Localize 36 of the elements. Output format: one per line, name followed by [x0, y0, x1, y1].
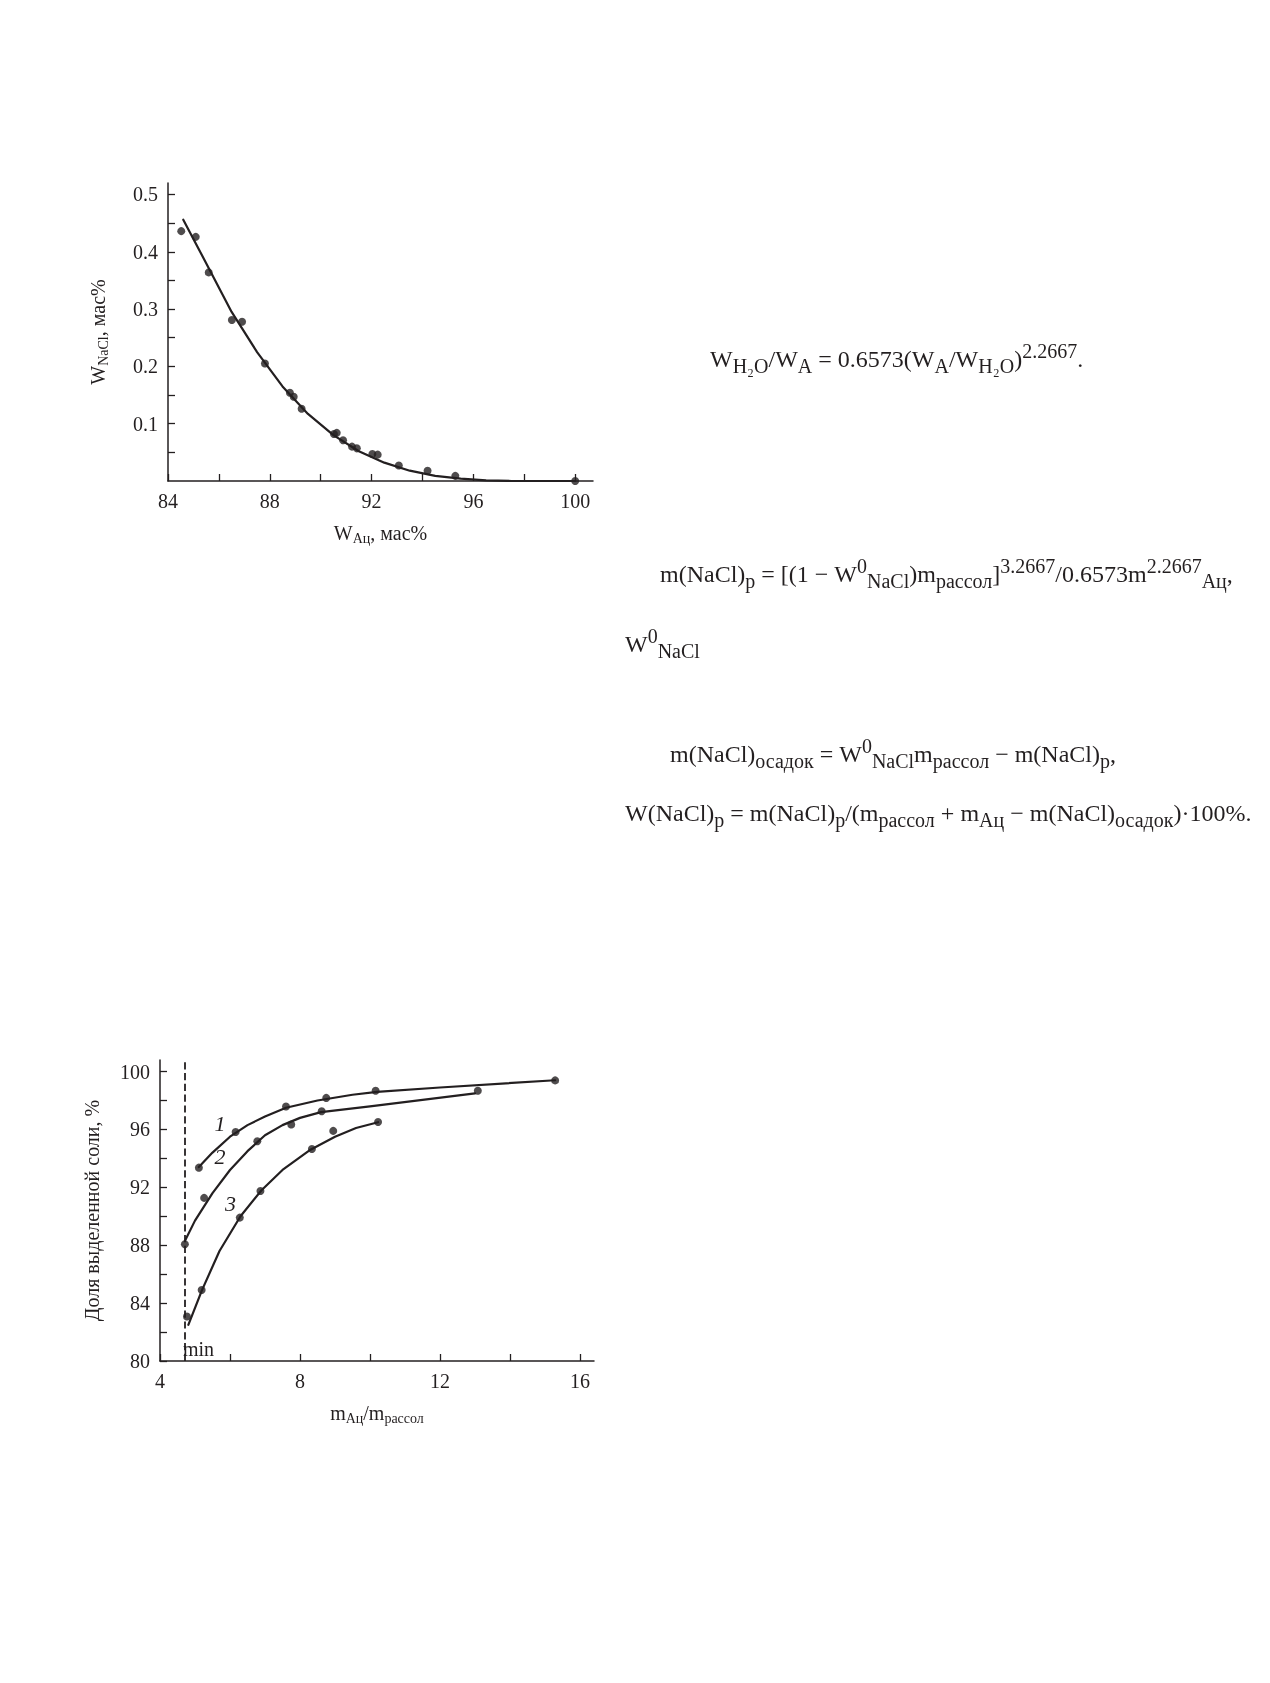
- y-tick-label: 100: [120, 1060, 150, 1083]
- y-tick-label: 84: [130, 1292, 150, 1315]
- y-tick-label: 80: [130, 1350, 150, 1372]
- x-tick-label: 100: [560, 490, 591, 512]
- x-tick-label: 16: [570, 1370, 590, 1392]
- y-tick-label: 0.1: [133, 412, 158, 435]
- y-tick-label: 0.2: [133, 355, 158, 378]
- x-tick-label: 88: [259, 490, 280, 512]
- y-tick-label: 0.5: [133, 183, 158, 206]
- point: [200, 1193, 209, 1202]
- x-tick-label: 84: [158, 490, 178, 512]
- point: [177, 227, 186, 236]
- y-axis-title: WNaCl, мас%: [87, 279, 111, 385]
- ref-line-label: min: [182, 1338, 215, 1360]
- y-tick-label: 0.4: [133, 240, 158, 263]
- y-tick-label: 96: [130, 1118, 150, 1141]
- text: W(NaCl)$_{р}$ = m(NaCl)$_{р}$/(m$_{рассол}$ + m$_{Ац}$ − m(NaCl)$_{осадок}$)·100%.: [625, 800, 1252, 831]
- series-label: 3: [224, 1190, 236, 1216]
- y-tick-label: 0.3: [133, 298, 158, 321]
- x-tick-label: 92: [361, 490, 382, 512]
- text: W$_{H₂O}$/W$_{A}$ = 0.6573(W$_{A}$/W$_{H₂O}$)$^{2.2667}$.: [710, 340, 1084, 377]
- x-tick-label: 12: [430, 1370, 450, 1392]
- series-label: 1: [214, 1111, 226, 1137]
- point: [473, 1086, 482, 1095]
- text: m(NaCl)$_{осадок}$ = W$^{0}$$_{NaCl}$m$_{рассол}$ − m(NaCl)$_{р}$,: [670, 735, 1116, 772]
- y-tick-label: 92: [130, 1176, 150, 1199]
- series-label: 2: [214, 1144, 226, 1170]
- point: [329, 1126, 338, 1135]
- x-tick-label: 96: [463, 490, 484, 512]
- y-tick-label: 88: [130, 1234, 150, 1257]
- point: [227, 315, 236, 324]
- text: m(NaCl)$_{р}$ = [(1 − W$^{0}$$_{NaCl}$)m$_{рассол}$]$^{3.2667}$/0.6573m$^{2.2667}$$_{Ац}$,: [660, 555, 1233, 592]
- point: [373, 450, 382, 459]
- x-tick-label: 8: [295, 1370, 305, 1392]
- x-tick-label: 4: [155, 1370, 165, 1392]
- y-axis-title: Доля выделенной соли, %: [81, 1099, 104, 1322]
